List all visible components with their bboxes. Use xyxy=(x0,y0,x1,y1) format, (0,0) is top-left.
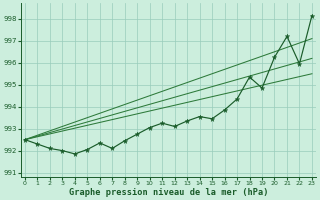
X-axis label: Graphe pression niveau de la mer (hPa): Graphe pression niveau de la mer (hPa) xyxy=(69,188,268,197)
